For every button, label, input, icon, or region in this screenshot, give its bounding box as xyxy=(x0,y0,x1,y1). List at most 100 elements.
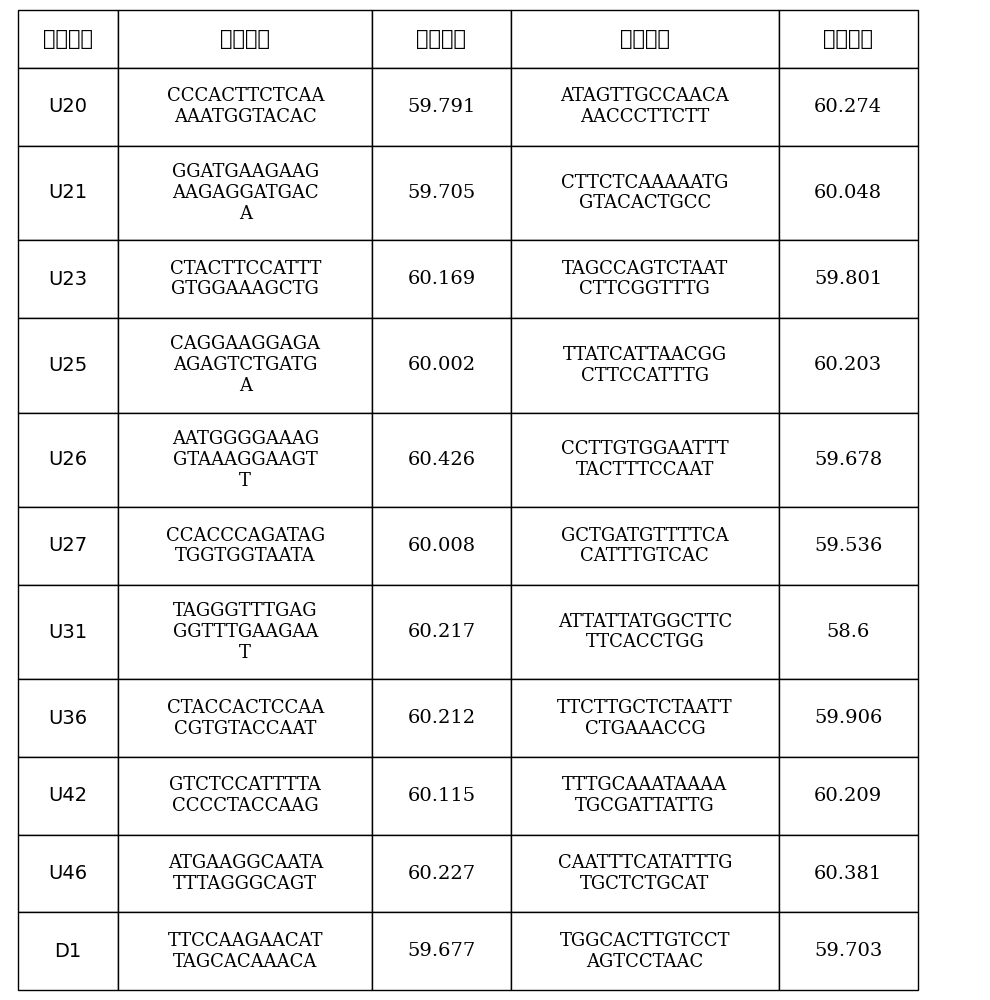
Bar xyxy=(511,585,779,679)
Bar xyxy=(779,240,918,318)
Bar xyxy=(511,507,779,585)
Bar xyxy=(372,10,511,68)
Text: U23: U23 xyxy=(49,270,88,289)
Bar xyxy=(511,318,779,413)
Bar xyxy=(779,835,918,912)
Text: 60.203: 60.203 xyxy=(814,356,882,374)
Text: ATTATTATGGCTTC
TTCACCTGG: ATTATTATGGCTTC TTCACCTGG xyxy=(557,613,732,651)
Bar xyxy=(119,507,372,585)
Text: TTCTTGCTCTAATT
CTGAAACCG: TTCTTGCTCTAATT CTGAAACCG xyxy=(557,699,733,738)
Bar xyxy=(18,10,119,68)
Bar xyxy=(779,912,918,990)
Bar xyxy=(511,413,779,507)
Bar xyxy=(372,835,511,912)
Text: 60.381: 60.381 xyxy=(814,865,882,883)
Text: 59.536: 59.536 xyxy=(814,537,882,555)
Text: GCTGATGTTTTCA
CATTTGTCAC: GCTGATGTTTTCA CATTTGTCAC xyxy=(561,527,729,565)
Bar xyxy=(119,68,372,146)
Text: 60.212: 60.212 xyxy=(408,709,475,727)
Text: 60.002: 60.002 xyxy=(408,356,475,374)
Text: 60.426: 60.426 xyxy=(408,451,475,469)
Text: 退火温度: 退火温度 xyxy=(824,29,873,49)
Bar xyxy=(372,318,511,413)
Bar xyxy=(511,757,779,835)
Bar xyxy=(119,146,372,240)
Text: 60.008: 60.008 xyxy=(408,537,475,555)
Text: AATGGGGAAAG
GTAAAGGAAGT
T: AATGGGGAAAG GTAAAGGAAGT T xyxy=(171,430,319,490)
Bar xyxy=(511,146,779,240)
Text: D1: D1 xyxy=(54,942,82,961)
Text: 60.169: 60.169 xyxy=(407,270,475,288)
Text: CCCACTTCTCAA
AAATGGTACAC: CCCACTTCTCAA AAATGGTACAC xyxy=(166,87,324,126)
Bar xyxy=(372,679,511,757)
Bar xyxy=(119,757,372,835)
Bar xyxy=(779,413,918,507)
Bar xyxy=(511,835,779,912)
Bar xyxy=(119,585,372,679)
Text: U36: U36 xyxy=(49,709,88,728)
Bar xyxy=(779,68,918,146)
Text: 60.227: 60.227 xyxy=(408,865,475,883)
Bar xyxy=(511,68,779,146)
Text: 60.115: 60.115 xyxy=(408,787,475,805)
Text: U46: U46 xyxy=(49,864,88,883)
Text: 60.217: 60.217 xyxy=(408,623,475,641)
Text: GGATGAAGAAG
AAGAGGATGAC
A: GGATGAAGAAG AAGAGGATGAC A xyxy=(171,163,319,223)
Text: TAGGGTTTGAG
GGTTTGAAGAA
T: TAGGGTTTGAG GGTTTGAAGAA T xyxy=(172,602,318,662)
Text: CCACCCAGATAG
TGGTGGTAATA: CCACCCAGATAG TGGTGGTAATA xyxy=(165,527,325,565)
Text: CTACTTCCATTT
GTGGAAAGCTG: CTACTTCCATTT GTGGAAAGCTG xyxy=(169,260,321,298)
Text: U20: U20 xyxy=(49,97,88,116)
Bar xyxy=(779,507,918,585)
Text: U31: U31 xyxy=(49,623,88,642)
Bar xyxy=(119,835,372,912)
Bar xyxy=(18,413,119,507)
Bar xyxy=(18,912,119,990)
Bar xyxy=(18,679,119,757)
Text: CTTCTCAAAAATG
GTACACTGCC: CTTCTCAAAAATG GTACACTGCC xyxy=(561,174,729,212)
Text: 59.703: 59.703 xyxy=(814,942,882,960)
Bar xyxy=(372,240,511,318)
Text: GTCTCCATTTTA
CCCCTACCAAG: GTCTCCATTTTA CCCCTACCAAG xyxy=(169,776,321,815)
Text: CAATTTCATATTTG
TGCTCTGCAT: CAATTTCATATTTG TGCTCTGCAT xyxy=(557,854,732,893)
Bar xyxy=(119,240,372,318)
Text: U25: U25 xyxy=(49,356,88,375)
Text: 60.274: 60.274 xyxy=(814,98,882,116)
Text: TAGCCAGTCTAAT
CTTCGGTTTG: TAGCCAGTCTAAT CTTCGGTTTG xyxy=(561,260,728,298)
Text: 58.6: 58.6 xyxy=(827,623,870,641)
Bar xyxy=(372,413,511,507)
Bar xyxy=(779,318,918,413)
Bar xyxy=(18,835,119,912)
Text: CTACCACTCCAA
CGTGTACCAAT: CTACCACTCCAA CGTGTACCAAT xyxy=(166,699,324,738)
Bar xyxy=(18,68,119,146)
Bar xyxy=(119,318,372,413)
Bar xyxy=(511,10,779,68)
Text: U42: U42 xyxy=(49,786,88,805)
Bar xyxy=(119,10,372,68)
Text: 59.906: 59.906 xyxy=(814,709,882,727)
Text: TGGCACTTGTCCT
AGTCCTAAC: TGGCACTTGTCCT AGTCCTAAC xyxy=(559,932,730,971)
Bar xyxy=(372,507,511,585)
Bar xyxy=(372,757,511,835)
Bar xyxy=(119,679,372,757)
Bar xyxy=(372,146,511,240)
Bar xyxy=(18,507,119,585)
Text: CAGGAAGGAGA
AGAGTCTGATG
A: CAGGAAGGAGA AGAGTCTGATG A xyxy=(170,335,321,395)
Bar xyxy=(779,585,918,679)
Bar xyxy=(119,912,372,990)
Text: ATGAAGGCAATA
TTTAGGGCAGT: ATGAAGGCAATA TTTAGGGCAGT xyxy=(167,854,323,893)
Text: 59.791: 59.791 xyxy=(407,98,475,116)
Text: 上游引物: 上游引物 xyxy=(221,29,270,49)
Bar xyxy=(779,679,918,757)
Bar xyxy=(18,757,119,835)
Bar xyxy=(372,912,511,990)
Text: CCTTGTGGAATTT
TACTTTCCAAT: CCTTGTGGAATTT TACTTTCCAAT xyxy=(561,440,729,479)
Text: 60.209: 60.209 xyxy=(814,787,882,805)
Text: TTTGCAAATAAAA
TGCGATTATTG: TTTGCAAATAAAA TGCGATTATTG xyxy=(562,776,728,815)
Text: 59.678: 59.678 xyxy=(814,451,882,469)
Bar xyxy=(119,413,372,507)
Bar xyxy=(372,68,511,146)
Bar xyxy=(18,146,119,240)
Bar xyxy=(18,318,119,413)
Text: 退火温度: 退火温度 xyxy=(417,29,466,49)
Bar xyxy=(511,912,779,990)
